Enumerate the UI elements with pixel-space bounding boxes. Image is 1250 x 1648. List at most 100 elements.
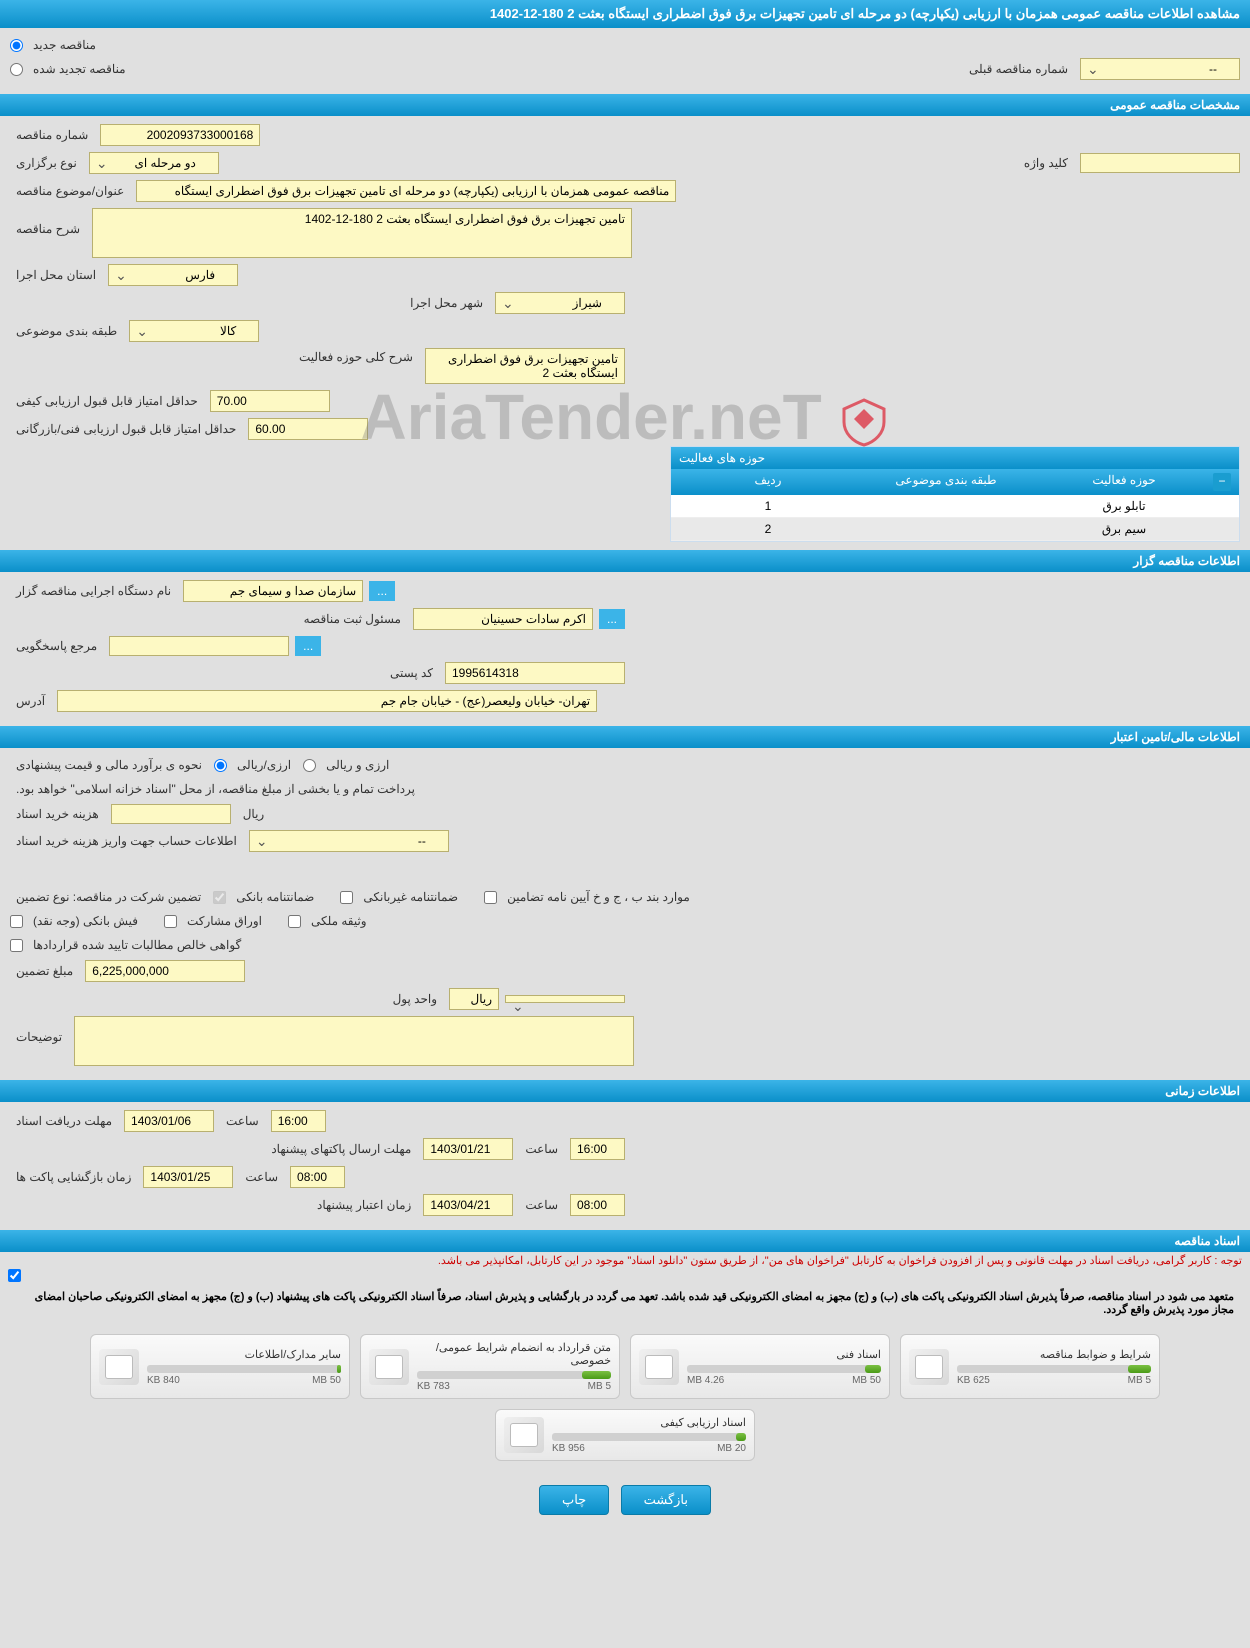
back-button[interactable]: بازگشت (621, 1485, 711, 1515)
table-row: 1تابلو برق (671, 495, 1239, 518)
doc-total: 50 MB (312, 1375, 341, 1386)
post-value: 1995614318 (445, 662, 625, 684)
g2-check[interactable] (340, 891, 353, 904)
section-holder: اطلاعات مناقصه گزار (0, 550, 1250, 572)
est-opt2: ارزی و ریالی (320, 756, 395, 774)
doccost-value (111, 804, 231, 824)
g3-check[interactable] (484, 891, 497, 904)
post-label: کد پستی (384, 664, 439, 682)
recv-time-label: ساعت (220, 1112, 265, 1130)
g5-check[interactable] (164, 915, 177, 928)
send-time: 16:00 (570, 1138, 625, 1160)
g4-check[interactable] (10, 915, 23, 928)
desc-value: تامین تجهیزات برق فوق اضطراری ایستگاه بع… (92, 208, 632, 258)
g7-check[interactable] (10, 939, 23, 952)
scope-value: تامین تجهیزات برق فوق اضطراری ایستگاه بع… (425, 348, 625, 384)
doc-title: متن قرارداد به انضمام شرایط عمومی/خصوصی (417, 1341, 611, 1367)
mintech-label: حداقل امتیاز قابل قبول ارزیابی فنی/بازرگ… (10, 420, 242, 438)
activity-table: حوزه های فعالیت ردیف طبقه بندی موضوعی حو… (670, 446, 1240, 542)
est-opt1: ارزی/ریالی (231, 756, 297, 774)
est-opt2-radio[interactable] (303, 759, 316, 772)
print-button[interactable]: چاپ (539, 1485, 609, 1515)
type-label: نوع برگزاری (10, 154, 83, 172)
prev-number-dropdown[interactable]: -- (1080, 58, 1240, 80)
unit-label: واحد پول (387, 990, 443, 1008)
doc-total: 20 MB (717, 1443, 746, 1454)
org-value: سازمان صدا و سیمای جم (183, 580, 363, 602)
g6-check[interactable] (288, 915, 301, 928)
city-dropdown[interactable]: شیراز (495, 292, 625, 314)
acct-dropdown[interactable]: -- (249, 830, 449, 852)
new-tender-radio[interactable] (10, 39, 23, 52)
collapse-icon[interactable]: − (1213, 473, 1231, 491)
type-dropdown[interactable]: دو مرحله ای (89, 152, 219, 174)
doc-total: 50 MB (852, 1375, 881, 1386)
send-date: 1403/01/21 (423, 1138, 513, 1160)
send-time-label: ساعت (519, 1140, 564, 1158)
open-date: 1403/01/25 (143, 1166, 233, 1188)
est-opt1-radio[interactable] (214, 759, 227, 772)
doc-title: اسناد ارزیابی کیفی (552, 1416, 746, 1429)
doc-total: 5 MB (588, 1381, 611, 1392)
doccost-unit: ریال (237, 805, 271, 823)
col-idx: ردیف (679, 473, 857, 491)
renewed-tender-label: مناقصه تجدید شده (27, 60, 132, 78)
notes-value (74, 1016, 634, 1066)
doc-title: شرایط و ضوابط مناقصه (957, 1348, 1151, 1361)
reg-lookup-button[interactable]: ... (599, 609, 625, 629)
city-label: شهر محل اجرا (404, 294, 489, 312)
doc-used: 956 KB (552, 1443, 585, 1454)
prev-number-label: شماره مناقصه قبلی (963, 60, 1074, 78)
cat-dropdown[interactable]: کالا (129, 320, 259, 342)
doc-card[interactable]: شرایط و ضوابط مناقصه 5 MB 625 KB (900, 1334, 1160, 1399)
ref-lookup-button[interactable]: ... (295, 636, 321, 656)
open-label: زمان بازگشایی پاکت ها (10, 1168, 137, 1186)
doc-card[interactable]: اسناد ارزیابی کیفی 20 MB 956 KB (495, 1409, 755, 1461)
g7: گواهی خالص مطالبات تایید شده قراردادها (27, 936, 247, 954)
desc-label: شرح مناقصه (10, 208, 86, 238)
doc-used: 625 KB (957, 1375, 990, 1386)
mintech-value: 60.00 (248, 418, 368, 440)
province-label: استان محل اجرا (10, 266, 102, 284)
new-tender-label: مناقصه جدید (27, 36, 102, 54)
g1-check (213, 891, 226, 904)
org-label: نام دستگاه اجرایی مناقصه گزار (10, 582, 177, 600)
renewed-tender-radio[interactable] (10, 63, 23, 76)
col-cat: طبقه بندی موضوعی (857, 473, 1035, 491)
docs-agree-check[interactable] (8, 1269, 21, 1282)
g5: اوراق مشارکت (181, 912, 268, 930)
number-label: شماره مناقصه (10, 126, 94, 144)
page-title: مشاهده اطلاعات مناقصه عمومی همزمان با ار… (0, 0, 1250, 28)
scope-label: شرح کلی حوزه فعالیت (293, 348, 419, 366)
subject-label: عنوان/موضوع مناقصه (10, 182, 130, 200)
keyword-value[interactable] (1080, 153, 1240, 173)
docs-note2: متعهد می شود در اسناد مناقصه، صرفاً پذیر… (8, 1288, 1242, 1318)
doc-used: 4.26 MB (687, 1375, 724, 1386)
org-lookup-button[interactable]: ... (369, 581, 395, 601)
col-scope: حوزه فعالیت (1035, 473, 1213, 491)
activity-table-title: حوزه های فعالیت (679, 451, 765, 465)
ref-value (109, 636, 289, 656)
subject-value: مناقصه عمومی همزمان با ارزیابی (یکپارچه)… (136, 180, 676, 202)
folder-icon (99, 1349, 139, 1385)
valid-label: زمان اعتبار پیشنهاد (311, 1196, 417, 1214)
unit-value: ریال (449, 988, 499, 1010)
reg-label: مسئول ثبت مناقصه (298, 610, 407, 628)
g6: وثیقه ملکی (305, 912, 373, 930)
recv-time: 16:00 (271, 1110, 326, 1132)
send-label: مهلت ارسال پاکتهای پیشنهاد (265, 1140, 417, 1158)
doc-card[interactable]: اسناد فنی 50 MB 4.26 MB (630, 1334, 890, 1399)
section-docs: اسناد مناقصه (0, 1230, 1250, 1252)
open-time-label: ساعت (239, 1168, 284, 1186)
cat-label: طبقه بندی موضوعی (10, 322, 123, 340)
doc-title: اسناد فنی (687, 1348, 881, 1361)
g1: ضمانتنامه بانکی (230, 888, 320, 906)
doc-card[interactable]: سایر مدارک/اطلاعات50 MB840 KB (90, 1334, 350, 1399)
unit-dropdown[interactable] (505, 995, 625, 1003)
doc-total: 5 MB (1128, 1375, 1151, 1386)
province-dropdown[interactable]: فارس (108, 264, 238, 286)
doc-card[interactable]: متن قرارداد به انضمام شرایط عمومی/خصوصی 5… (360, 1334, 620, 1399)
fin-note: پرداخت تمام و یا بخشی از مبلغ مناقصه، از… (10, 780, 421, 798)
gamt-value: 6,225,000,000 (85, 960, 245, 982)
keyword-label: کلید واژه (1018, 154, 1074, 172)
